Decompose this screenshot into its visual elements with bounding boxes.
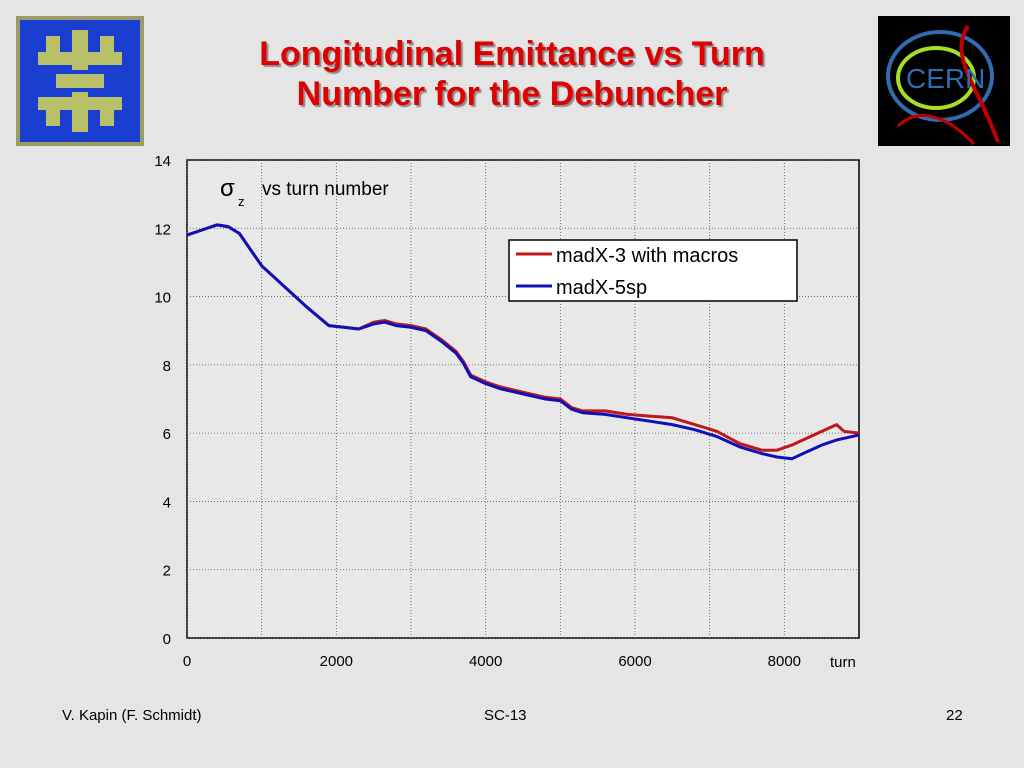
legend: madX-3 with macros madX-5sp <box>508 239 798 302</box>
x-tick-label: 4000 <box>469 653 502 670</box>
x-tick-label: 6000 <box>618 653 651 670</box>
x-tick-label: 8000 <box>768 653 801 670</box>
series-lines <box>186 223 860 461</box>
y-tick-label: 2 <box>163 563 171 580</box>
slide-title: Longitudinal Emittance vs Turn Number fo… <box>160 34 864 114</box>
footer-author: V. Kapin (F. Schmidt) <box>62 707 202 724</box>
y-tick-label: 4 <box>163 494 171 511</box>
series-line-madx-5sp <box>186 223 860 461</box>
x-tick-label: 2000 <box>320 653 353 670</box>
legend-label-madx3: madX-3 with macros <box>556 245 738 267</box>
x-axis-label: turn <box>830 654 856 671</box>
y-tick-label: 12 <box>154 221 171 238</box>
footer-page-number: 22 <box>946 707 963 724</box>
legend-box <box>508 239 798 302</box>
cern-logo-swoosh-red <box>959 24 1000 143</box>
y-tick-label: 14 <box>154 153 171 170</box>
fermilab-logo <box>16 16 144 146</box>
y-tick-label: 0 <box>163 631 171 648</box>
title-line-1: Longitudinal Emittance vs Turn <box>259 35 765 73</box>
footer-conference: SC-13 <box>484 707 527 724</box>
annotation-symbol: σ <box>220 175 235 202</box>
cern-logo-text: CERN <box>906 63 985 94</box>
y-tick-label: 8 <box>163 358 171 375</box>
cern-logo: CERN <box>878 16 1010 146</box>
fermilab-logo-mark <box>38 30 122 132</box>
y-tick-labels: 0 2 4 6 8 10 12 14 <box>154 153 171 648</box>
legend-label-madx5sp: madX-5sp <box>556 277 647 299</box>
y-tick-label: 6 <box>163 426 171 443</box>
chart-annotation: σ z vs turn number <box>220 175 389 209</box>
x-tick-labels: 0 2000 4000 6000 8000 <box>183 653 801 670</box>
annotation-subscript: z <box>238 194 245 209</box>
plot-area <box>186 159 860 639</box>
title-line-2: Number for the Debuncher <box>296 75 728 113</box>
y-tick-label: 10 <box>154 290 171 307</box>
grid <box>186 159 859 639</box>
cern-logo-ring-green <box>896 46 976 110</box>
annotation-text: vs turn number <box>262 179 389 200</box>
x-tick-label: 0 <box>183 653 191 670</box>
cern-logo-swoosh-red-2 <box>896 114 976 146</box>
